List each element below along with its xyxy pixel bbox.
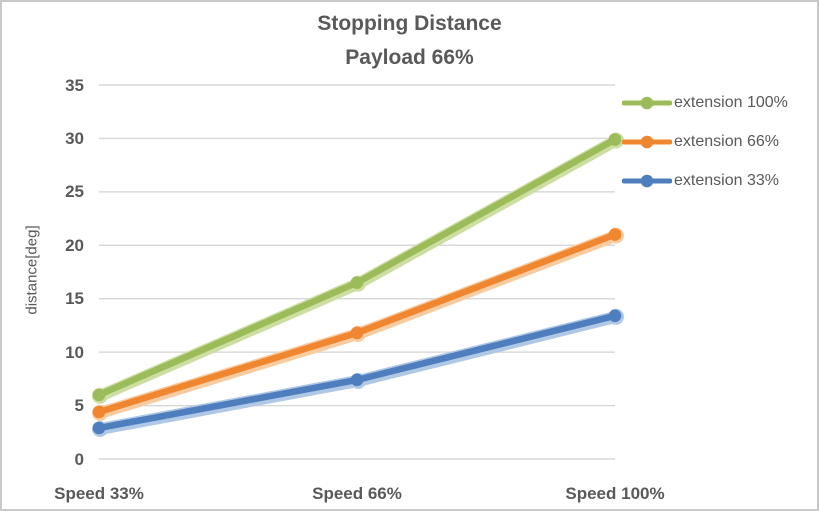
data-point-marker-extension-66-	[92, 405, 106, 419]
x-axis-label: Speed 66%	[312, 484, 402, 503]
data-point-marker-extension-66-	[350, 326, 364, 340]
x-axis-label: Speed 33%	[54, 484, 144, 503]
data-point-marker-extension-100-	[608, 133, 622, 146]
legend-marker-icon	[622, 174, 672, 188]
legend-marker-icon	[622, 96, 672, 110]
y-axis-tick-label: 35	[65, 75, 84, 95]
y-axis-tick-label: 15	[65, 289, 84, 309]
legend: extension 100% extension 66% extension 33%	[622, 90, 788, 194]
legend-item: extension 66%	[622, 129, 788, 155]
data-point-marker-extension-100-	[350, 276, 364, 289]
legend-marker-icon	[622, 135, 672, 149]
chart-title: Stopping Distance	[317, 12, 502, 35]
legend-label: extension 33%	[674, 172, 779, 189]
data-point-marker-extension-33-	[350, 373, 364, 387]
y-axis-tick-label: 30	[65, 128, 84, 148]
legend-item: extension 33%	[622, 168, 788, 194]
chart-subtitle: Payload 66%	[345, 46, 474, 69]
legend-label: extension 66%	[674, 133, 779, 150]
legend-item: extension 100%	[622, 90, 788, 116]
chart-title-block: Stopping Distance Payload 66%	[2, 7, 817, 75]
data-point-marker-extension-33-	[608, 309, 622, 323]
data-point-marker-extension-66-	[608, 228, 622, 241]
data-point-marker-extension-100-	[92, 388, 106, 402]
y-axis-tick-label: 0	[74, 449, 84, 469]
y-axis-tick-label: 10	[65, 342, 84, 362]
x-axis-label: Speed 100%	[565, 484, 665, 503]
legend-label: extension 100%	[674, 94, 788, 111]
y-axis-tick-label: 20	[65, 235, 84, 255]
y-axis-tick-label: 5	[74, 396, 84, 416]
y-axis-tick-label: 25	[65, 182, 84, 202]
data-point-marker-extension-33-	[92, 421, 106, 435]
